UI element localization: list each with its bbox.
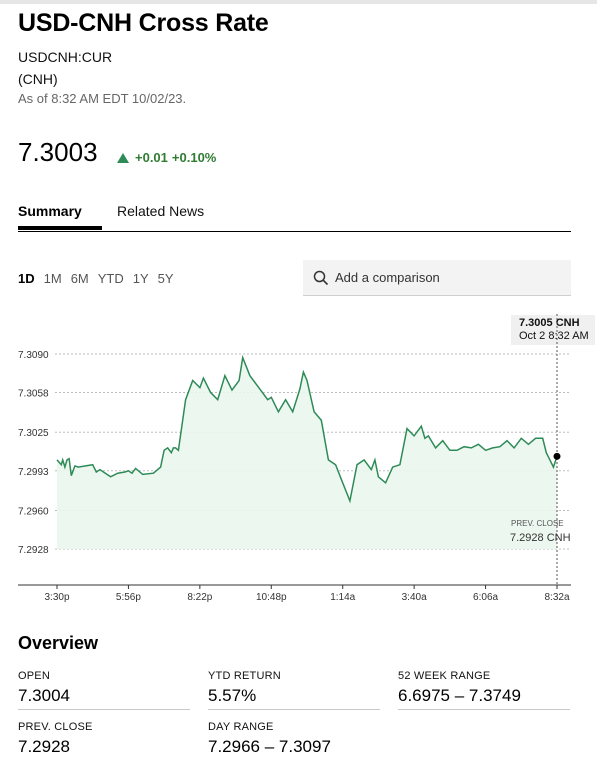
current-price: 7.3003 bbox=[18, 137, 98, 167]
up-arrow-icon bbox=[117, 152, 129, 163]
page-title: USD-CNH Cross Rate bbox=[18, 9, 269, 37]
range-1d[interactable]: 1D bbox=[18, 271, 35, 286]
stat-day-range: DAY RANGE 7.2966 – 7.3097 bbox=[208, 721, 380, 760]
price-line bbox=[56, 354, 558, 504]
range-5y[interactable]: 5Y bbox=[157, 271, 174, 286]
tab-summary[interactable]: Summary bbox=[18, 203, 102, 230]
stat-value: 5.57% bbox=[208, 686, 380, 710]
stat-ytd-return: YTD RETURN 5.57% bbox=[208, 670, 380, 710]
stat-value: 7.3004 bbox=[18, 686, 190, 710]
range-6m[interactable]: 6M bbox=[70, 271, 89, 286]
time-range-selector: 1D 1M 6M YTD 1Y 5Y bbox=[18, 271, 174, 286]
tooltip-time: Oct 2 8:32 AM bbox=[519, 330, 589, 342]
x-tick-label: 3:40a bbox=[402, 592, 427, 603]
add-comparison-input[interactable]: Add a comparison bbox=[303, 260, 571, 296]
range-ytd[interactable]: YTD bbox=[97, 271, 124, 286]
stat-prev-close: PREV. CLOSE 7.2928 bbox=[18, 721, 190, 760]
y-tick-label: 7.2928 bbox=[18, 545, 49, 556]
chart-tooltip: 7.3005 CNH Oct 2 8:32 AM bbox=[511, 315, 595, 345]
x-tick-label: 3:30p bbox=[44, 592, 69, 603]
stat-label: YTD RETURN bbox=[208, 670, 281, 682]
range-1m[interactable]: 1M bbox=[43, 271, 62, 286]
top-bar bbox=[0, 0, 597, 4]
stat-label: DAY RANGE bbox=[208, 721, 274, 733]
stat-value: 7.2928 bbox=[18, 737, 70, 756]
stat-value: 7.2966 – 7.3097 bbox=[208, 737, 331, 756]
stat-open: OPEN 7.3004 bbox=[18, 670, 190, 710]
currency-label: (CNH) bbox=[18, 71, 58, 87]
prev-close-label: PREV. CLOSE bbox=[511, 519, 564, 528]
y-tick-label: 7.3025 bbox=[18, 428, 49, 439]
search-icon bbox=[313, 270, 329, 285]
price-change: +0.01 +0.10% bbox=[117, 150, 216, 165]
stat-52-week-range: 52 WEEK RANGE 6.6975 – 7.3749 bbox=[398, 670, 570, 710]
y-tick-label: 7.2960 bbox=[18, 506, 49, 517]
y-tick-label: 7.3058 bbox=[18, 389, 49, 400]
change-value: +0.01 bbox=[135, 150, 168, 165]
overview-title: Overview bbox=[18, 633, 99, 653]
y-tick-label: 7.2993 bbox=[18, 467, 49, 478]
prev-close-value: 7.2928 CNH bbox=[510, 532, 571, 544]
tab-bar: Summary Related News bbox=[18, 203, 571, 232]
stat-label: PREV. CLOSE bbox=[18, 721, 93, 733]
stat-label: OPEN bbox=[18, 670, 50, 682]
change-percent: +0.10% bbox=[171, 150, 217, 165]
tab-related-news[interactable]: Related News bbox=[117, 203, 205, 219]
x-tick-label: 10:48p bbox=[256, 592, 287, 603]
current-point-marker bbox=[553, 452, 561, 460]
ticker-symbol: USDCNH:CUR bbox=[18, 49, 113, 65]
y-tick-label: 7.3090 bbox=[18, 350, 49, 361]
x-tick-label: 6:06a bbox=[473, 592, 498, 603]
range-1y[interactable]: 1Y bbox=[132, 271, 149, 286]
x-tick-label: 5:56p bbox=[116, 592, 141, 603]
price-chart[interactable]: 7.3090 7.3058 7.3025 7.2993 7.2960 7.2928 PRE… bbox=[0, 300, 597, 610]
price-area-fill bbox=[57, 357, 557, 549]
add-comparison-placeholder: Add a comparison bbox=[335, 270, 440, 285]
tooltip-value: 7.3005 CNH bbox=[519, 317, 580, 329]
stat-label: 52 WEEK RANGE bbox=[398, 670, 491, 682]
x-tick-label: 8:22p bbox=[187, 592, 212, 603]
x-tick-label: 1:14a bbox=[330, 592, 355, 603]
x-tick-label: 8:32a bbox=[544, 592, 569, 603]
as-of-timestamp: As of 8:32 AM EDT 10/02/23. bbox=[18, 91, 187, 106]
stat-value: 6.6975 – 7.3749 bbox=[398, 686, 570, 710]
